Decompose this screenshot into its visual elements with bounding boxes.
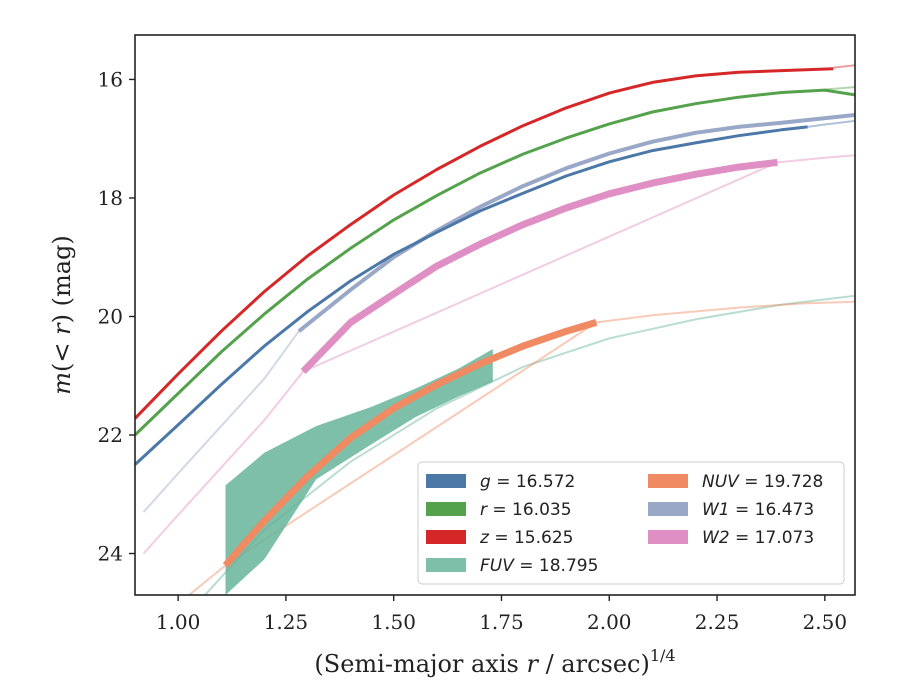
- legend-label-W2: W2 = 17.073: [702, 528, 814, 548]
- y-tick-label: 24: [98, 542, 123, 566]
- series-z-line: [135, 67, 834, 420]
- legend-label-NUV: NUV = 19.728: [702, 472, 823, 492]
- legend-var: W1: [702, 500, 730, 520]
- series-z-model-line: [833, 64, 855, 69]
- x-tick-label: 2.25: [695, 610, 740, 634]
- legend-swatch-g: [426, 474, 466, 488]
- legend-value: = 16.572: [491, 472, 576, 492]
- series-r-line: [135, 88, 855, 437]
- series-W1-model-line: [142, 330, 300, 513]
- legend-label-g: g = 16.572: [480, 472, 575, 492]
- y-label-part: ) (mag): [48, 235, 76, 323]
- legend-swatch-z: [426, 530, 466, 544]
- legend-var: z: [479, 528, 490, 548]
- series-NUV-model-line: [187, 300, 855, 595]
- series-g-line: [135, 125, 808, 466]
- legend-swatch-r: [426, 502, 466, 516]
- x-tick-label: 1.50: [371, 610, 416, 634]
- legend-swatch-W1: [648, 502, 688, 516]
- legend-swatch-W2: [648, 530, 688, 544]
- x-tick-label: 1.75: [479, 610, 524, 634]
- y-label-part: (<: [48, 335, 76, 372]
- legend-value: = 15.625: [489, 528, 574, 548]
- x-label-exponent: 1/4: [650, 646, 676, 665]
- x-tick-label: 1.25: [264, 610, 309, 634]
- legend-label-W1: W1 = 16.473: [702, 500, 814, 520]
- legend-var: g: [480, 472, 491, 492]
- legend-var: r: [480, 500, 488, 520]
- legend-value: = 17.073: [730, 528, 815, 548]
- legend-swatch-NUV: [648, 474, 688, 488]
- plot-frame: [134, 34, 856, 596]
- x-label-part: / arcsec): [538, 650, 650, 678]
- x-tick-label: 2.50: [803, 610, 848, 634]
- series-g-model-line: [807, 119, 855, 128]
- plot-area: [135, 64, 855, 595]
- series-W1-line: [297, 113, 855, 333]
- y-tick-label: 16: [98, 67, 123, 91]
- x-axis-label: (Semi-major axis r / arcsec)1/4: [314, 646, 675, 678]
- y-tick-label: 18: [98, 186, 123, 210]
- legend-value: = 19.728: [739, 472, 824, 492]
- legend-label-FUV: FUV = 18.795: [480, 556, 598, 576]
- series-r-model-line: [824, 86, 855, 91]
- series-W2-model-line: [142, 154, 855, 555]
- series-group: [135, 64, 855, 595]
- x-tick-label: 1.00: [156, 610, 201, 634]
- x-label-var: r: [526, 650, 539, 678]
- series-W2-line: [300, 158, 778, 375]
- x-label-part: (Semi-major axis: [314, 650, 526, 678]
- axes: 1.00 1.25 1.50 1.75 2.00 2.25 2.50 16 18 20 22 24 (S…: [48, 34, 856, 678]
- y-tick-label: 20: [98, 304, 123, 328]
- series-NUV-line: [222, 319, 598, 568]
- legend-var: FUV: [480, 556, 515, 576]
- y-axis-label: m(< r) (mag): [48, 235, 76, 395]
- x-tick-label: 2.00: [587, 610, 632, 634]
- legend-swatch-FUV: [426, 558, 466, 572]
- legend-var: W2: [702, 528, 730, 548]
- legend-value: = 16.035: [487, 500, 572, 520]
- legend-label-r: r = 16.035: [480, 500, 572, 520]
- legend-label-z: z = 15.625: [479, 528, 573, 548]
- y-label-var: m: [48, 372, 76, 395]
- legend-var: NUV: [702, 472, 740, 492]
- y-tick-label: 22: [98, 423, 123, 447]
- legend-box: [417, 461, 845, 585]
- y-label-var: r: [48, 322, 76, 335]
- series-FUV-band: [225, 349, 493, 595]
- legend-value: = 16.473: [730, 500, 815, 520]
- legend-value: = 18.795: [514, 556, 599, 576]
